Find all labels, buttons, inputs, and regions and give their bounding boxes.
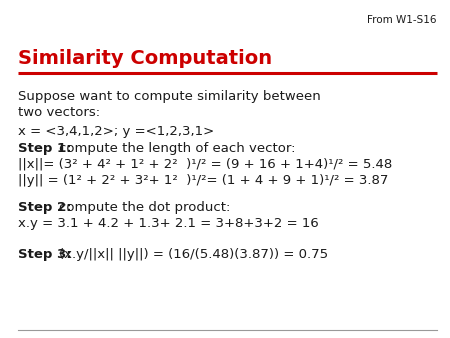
Text: Step 3:: Step 3: <box>18 248 72 261</box>
Text: Step 1:: Step 1: <box>18 142 72 155</box>
Text: ||y|| = (1² + 2² + 3²+ 1²  )¹/²= (1 + 4 + 9 + 1)¹/² = 3.87: ||y|| = (1² + 2² + 3²+ 1² )¹/²= (1 + 4 +… <box>18 174 388 187</box>
Text: x.y = 3.1 + 4.2 + 1.3+ 2.1 = 3+8+3+2 = 16: x.y = 3.1 + 4.2 + 1.3+ 2.1 = 3+8+3+2 = 1… <box>18 217 319 230</box>
Text: Step 2:: Step 2: <box>18 201 72 214</box>
Text: From W1-S16: From W1-S16 <box>367 15 436 25</box>
Text: (x.y/||x|| ||y||) = (16/(5.48)(3.87)) = 0.75: (x.y/||x|| ||y||) = (16/(5.48)(3.87)) = … <box>59 248 328 261</box>
Text: two vectors:: two vectors: <box>18 106 100 119</box>
Text: Suppose want to compute similarity between: Suppose want to compute similarity betwe… <box>18 90 321 102</box>
Text: Similarity Computation: Similarity Computation <box>18 49 272 68</box>
Text: ||x||= (3² + 4² + 1² + 2²  )¹/² = (9 + 16 + 1+4)¹/² = 5.48: ||x||= (3² + 4² + 1² + 2² )¹/² = (9 + 16… <box>18 158 392 171</box>
Text: x = <3,4,1,2>; y =<1,2,3,1>: x = <3,4,1,2>; y =<1,2,3,1> <box>18 125 214 138</box>
Text: compute the length of each vector:: compute the length of each vector: <box>59 142 296 155</box>
Text: compute the dot product:: compute the dot product: <box>59 201 231 214</box>
